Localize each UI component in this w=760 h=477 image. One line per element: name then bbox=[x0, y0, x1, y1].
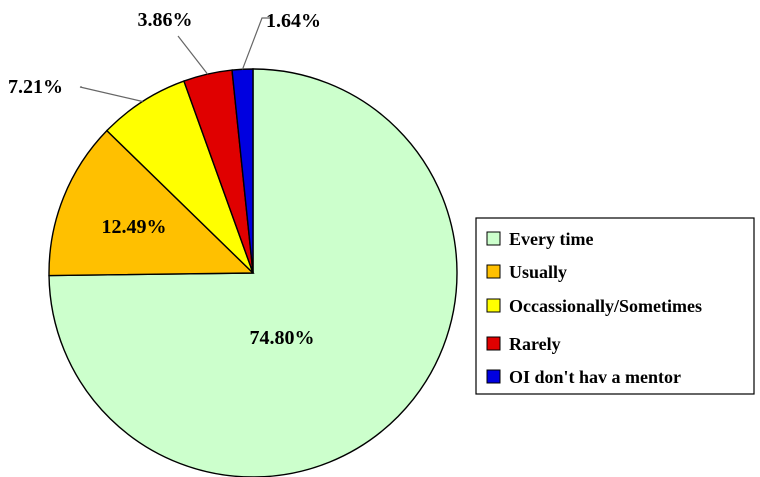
legend-swatch-every-time bbox=[486, 231, 501, 246]
legend-swatch-rarely bbox=[486, 336, 501, 351]
legend-label-rarely: Rarely bbox=[509, 334, 561, 354]
slice-label-every-time: 74.80% bbox=[250, 327, 315, 349]
leader-line-occasionally bbox=[79, 86, 143, 103]
legend-swatch-no-mentor bbox=[486, 369, 501, 384]
pie-slices bbox=[48, 68, 458, 477]
legend-label-no-mentor: OI don't hav a mentor bbox=[509, 367, 681, 387]
legend-label-every-time: Every time bbox=[509, 229, 593, 249]
slice-label-no-mentor: 1.64% bbox=[266, 10, 321, 32]
slice-label-usually: 12.49% bbox=[102, 216, 167, 238]
slice-labels: 74.80% 12.49% 7.21% 3.86% 1.64% bbox=[8, 9, 321, 349]
slice-label-occasionally: 7.21% bbox=[8, 76, 63, 98]
leader-line-no-mentor bbox=[241, 17, 272, 70]
legend-swatch-occasionally bbox=[486, 298, 501, 313]
legend-swatch-usually bbox=[486, 264, 501, 279]
legend-label-occasionally: Occassionally/Sometimes bbox=[509, 296, 702, 316]
slice-label-rarely: 3.86% bbox=[138, 9, 193, 31]
leader-line-rarely bbox=[177, 35, 209, 75]
legend-box bbox=[475, 217, 755, 395]
leader-lines bbox=[79, 17, 272, 103]
legend-label-usually: Usually bbox=[509, 262, 567, 282]
legend: Every time Usually Occassionally/Sometim… bbox=[475, 217, 755, 395]
pie-slice-usually bbox=[48, 129, 255, 277]
